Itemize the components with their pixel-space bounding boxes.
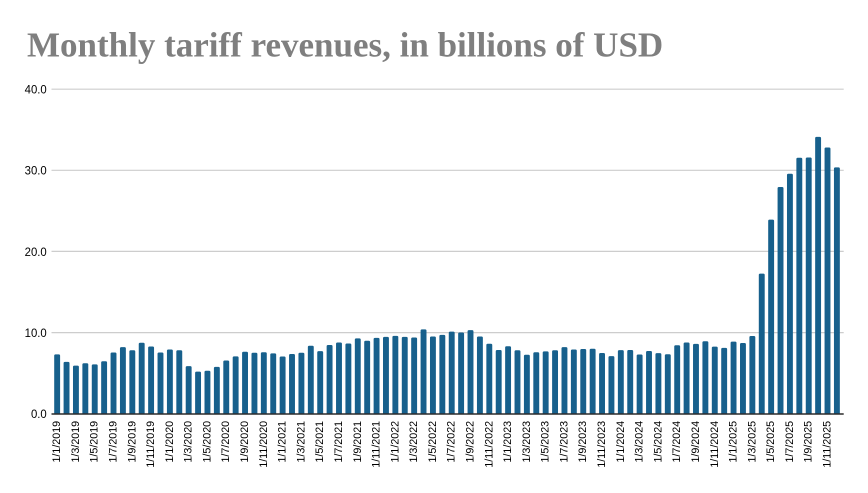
svg-text:1/5/2019: 1/5/2019 [89,421,101,463]
svg-text:1/3/2020: 1/3/2020 [183,421,195,463]
svg-text:1/3/2024: 1/3/2024 [634,421,646,463]
svg-text:1/1/2023: 1/1/2023 [502,421,514,463]
svg-text:1/11/2020: 1/11/2020 [258,421,270,468]
svg-text:1/3/2023: 1/3/2023 [521,421,533,463]
svg-text:1/5/2025: 1/5/2025 [765,421,777,463]
svg-text:1/5/2020: 1/5/2020 [201,421,213,463]
svg-text:1/11/2024: 1/11/2024 [709,421,721,468]
svg-text:1/1/2025: 1/1/2025 [728,421,740,463]
svg-text:1/7/2020: 1/7/2020 [220,421,232,463]
svg-text:1/11/2019: 1/11/2019 [145,421,157,468]
svg-text:1/3/2019: 1/3/2019 [70,421,82,463]
svg-text:1/11/2022: 1/11/2022 [483,421,495,468]
svg-text:1/5/2023: 1/5/2023 [540,421,552,463]
svg-text:1/7/2022: 1/7/2022 [446,421,458,463]
svg-text:1/5/2021: 1/5/2021 [314,421,326,463]
svg-text:1/7/2025: 1/7/2025 [784,421,796,463]
svg-text:20.0: 20.0 [25,245,47,258]
svg-text:1/9/2020: 1/9/2020 [239,421,251,463]
svg-text:1/9/2021: 1/9/2021 [352,421,364,463]
svg-text:1/1/2019: 1/1/2019 [51,421,63,463]
svg-text:1/7/2023: 1/7/2023 [558,421,570,463]
svg-text:1/5/2022: 1/5/2022 [427,421,439,463]
svg-text:1/7/2024: 1/7/2024 [671,421,683,463]
svg-text:30.0: 30.0 [25,164,47,177]
svg-text:1/3/2021: 1/3/2021 [295,421,307,463]
svg-text:1/9/2024: 1/9/2024 [690,421,702,463]
svg-text:1/7/2021: 1/7/2021 [333,421,345,463]
svg-text:0.0: 0.0 [31,408,47,421]
svg-text:1/1/2020: 1/1/2020 [164,421,176,463]
svg-text:1/9/2025: 1/9/2025 [803,421,815,463]
svg-text:1/1/2024: 1/1/2024 [615,421,627,463]
svg-text:1/9/2023: 1/9/2023 [577,421,589,463]
svg-text:1/9/2022: 1/9/2022 [465,421,477,463]
svg-text:1/1/2022: 1/1/2022 [389,421,401,463]
svg-text:1/11/2025: 1/11/2025 [822,421,834,468]
svg-text:1/3/2025: 1/3/2025 [746,421,758,463]
svg-text:1/1/2021: 1/1/2021 [277,421,289,463]
svg-text:1/9/2019: 1/9/2019 [126,421,138,463]
svg-text:10.0: 10.0 [25,327,47,340]
svg-text:Monthly tariff revenues, in bi: Monthly tariff revenues, in billions of … [27,26,663,65]
svg-text:1/7/2019: 1/7/2019 [108,421,120,463]
svg-text:40.0: 40.0 [25,83,47,96]
svg-text:1/3/2022: 1/3/2022 [408,421,420,463]
svg-text:1/11/2021: 1/11/2021 [371,421,383,468]
svg-text:1/5/2024: 1/5/2024 [652,421,664,463]
svg-text:1/11/2023: 1/11/2023 [596,421,608,468]
